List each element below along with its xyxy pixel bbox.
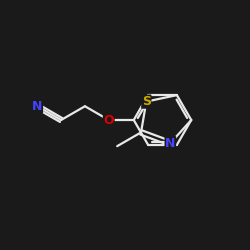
Text: N: N — [165, 137, 175, 150]
Text: N: N — [32, 100, 42, 113]
Text: S: S — [142, 95, 151, 108]
Text: O: O — [104, 114, 114, 126]
